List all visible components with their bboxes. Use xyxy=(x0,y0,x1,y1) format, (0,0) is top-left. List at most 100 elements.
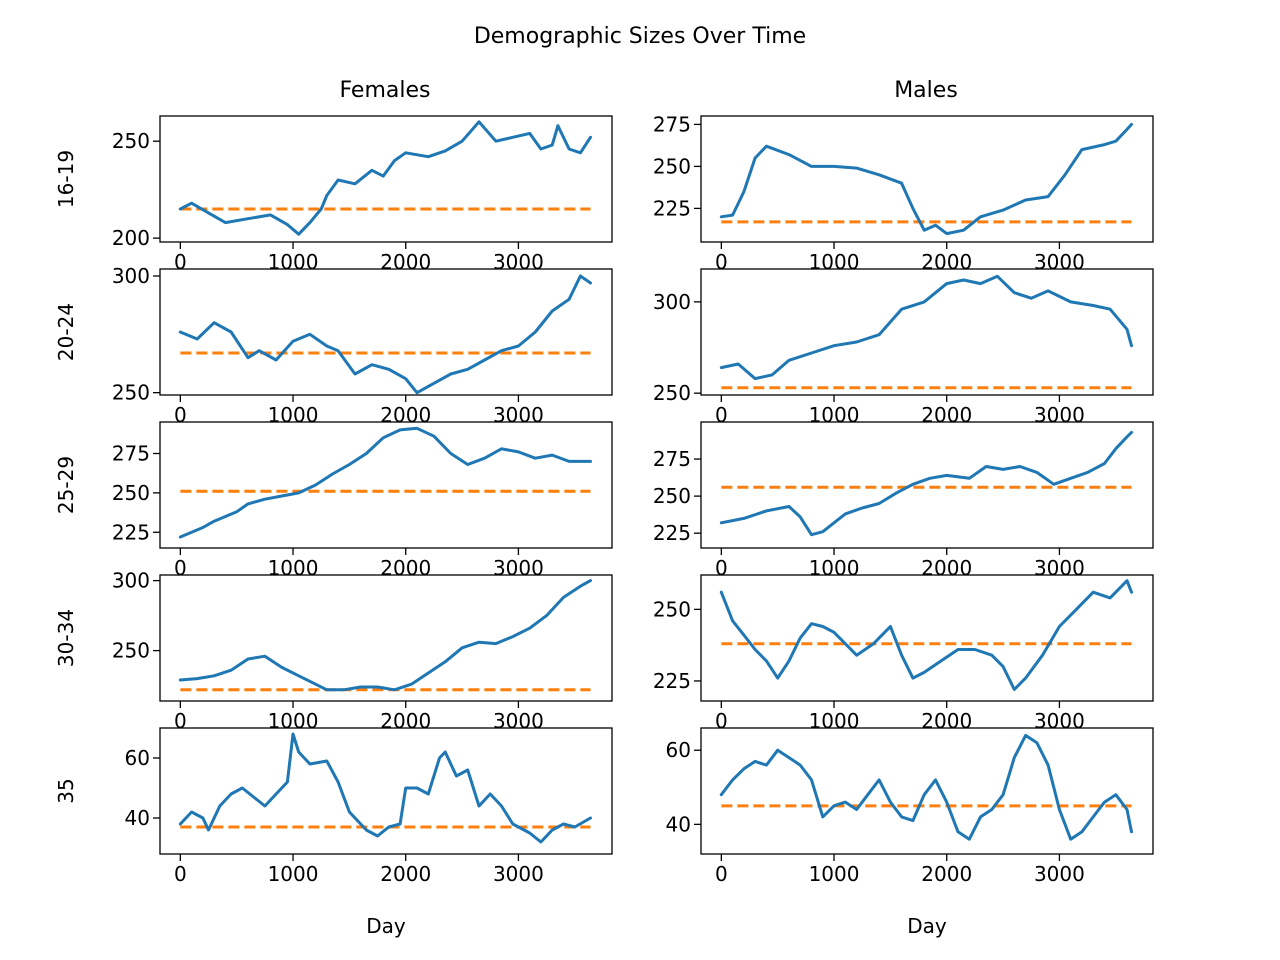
x-tick-label-females-30-34-2000: 2000 xyxy=(380,709,431,733)
y-tick-label-males-20-24-250: 250 xyxy=(653,381,691,405)
series-line-females-30-34 xyxy=(178,579,592,692)
y-tick-label-males-30-34-225: 225 xyxy=(653,669,691,693)
axes-frame-males-30-34 xyxy=(700,574,1154,702)
axes-frame-males-20-24 xyxy=(700,268,1154,396)
series-line-males-30-34 xyxy=(719,579,1133,691)
axes-frame-males-25-29 xyxy=(700,421,1154,549)
x-tick-label-females-30-34-1000: 1000 xyxy=(268,709,319,733)
row-label-25-29: 25-29 xyxy=(54,456,78,514)
x-tick-label-males-20-24-1000: 1000 xyxy=(809,403,860,427)
x-tick-label-females-30-34-3000: 3000 xyxy=(493,709,544,733)
x-tick-label-males-30-34-1000: 1000 xyxy=(809,709,860,733)
x-tick-label-males-20-24-3000: 3000 xyxy=(1034,403,1085,427)
x-tick-label-males-20-24-0: 0 xyxy=(715,403,728,427)
y-tick-label-females-20-24-250: 250 xyxy=(112,381,150,405)
x-tick-label-males-25-29-0: 0 xyxy=(715,556,728,580)
x-tick-label-males-30-34-0: 0 xyxy=(715,709,728,733)
series-line-females-16-19 xyxy=(178,120,592,236)
x-tick-label-females-20-24-1000: 1000 xyxy=(268,403,319,427)
y-tick-label-males-16-19-250: 250 xyxy=(653,154,691,178)
x-tick-label-males-16-19-0: 0 xyxy=(715,250,728,274)
panel-females-20-24: 0 1000 2000 3000 250 300 20-24 xyxy=(54,264,613,427)
y-tick-label-females-35-40: 40 xyxy=(125,806,150,830)
x-tick-label-females-25-29-2000: 2000 xyxy=(380,556,431,580)
x-tick-label-males-30-34-3000: 3000 xyxy=(1034,709,1085,733)
x-tick-label-males-25-29-3000: 3000 xyxy=(1034,556,1085,580)
x-tick-label-females-16-19-0: 0 xyxy=(174,250,187,274)
x-tick-label-females-16-19-3000: 3000 xyxy=(493,250,544,274)
series-line-females-25-29 xyxy=(178,426,592,539)
y-tick-label-females-35-60: 60 xyxy=(125,746,150,770)
y-tick-label-males-35-40: 40 xyxy=(666,812,691,836)
axes-frame-males-16-19 xyxy=(700,115,1154,243)
row-label-35: 35 xyxy=(54,778,78,803)
series-line-females-35 xyxy=(178,732,592,844)
x-tick-label-females-25-29-3000: 3000 xyxy=(493,556,544,580)
y-tick-label-males-25-29-250: 250 xyxy=(653,484,691,508)
x-tick-label-males-30-34-2000: 2000 xyxy=(921,709,972,733)
figure-title: Demographic Sizes Over Time xyxy=(474,24,806,49)
panel-males-35: 0 1000 2000 3000 40 60 Day xyxy=(666,727,1154,938)
x-tick-label-females-16-19-1000: 1000 xyxy=(268,250,319,274)
x-tick-label-females-35-3000: 3000 xyxy=(493,862,544,886)
axes-frame-females-30-34 xyxy=(159,574,613,702)
y-tick-label-males-16-19-225: 225 xyxy=(653,196,691,220)
x-tick-label-males-25-29-1000: 1000 xyxy=(809,556,860,580)
x-tick-label-males-25-29-2000: 2000 xyxy=(921,556,972,580)
panel-males-30-34: 0 1000 2000 3000 225 250 xyxy=(653,574,1154,733)
axes-frame-females-16-19 xyxy=(159,115,613,243)
series-line-females-20-24 xyxy=(178,274,592,395)
axes-frame-females-20-24 xyxy=(159,268,613,396)
axes-frame-females-25-29 xyxy=(159,421,613,549)
x-tick-label-males-16-19-1000: 1000 xyxy=(809,250,860,274)
series-line-males-16-19 xyxy=(719,122,1133,236)
x-tick-label-males-35-1000: 1000 xyxy=(809,862,860,886)
x-tick-label-females-30-34-0: 0 xyxy=(174,709,187,733)
panel-males-25-29: 0 1000 2000 3000 225 250 275 xyxy=(653,421,1154,580)
y-tick-label-females-25-29-275: 275 xyxy=(112,442,150,466)
x-tick-label-males-16-19-2000: 2000 xyxy=(921,250,972,274)
y-tick-label-females-16-19-200: 200 xyxy=(112,226,150,250)
panel-females-30-34: 0 1000 2000 3000 250 300 30-34 xyxy=(54,569,613,733)
x-tick-label-females-35-0: 0 xyxy=(174,862,187,886)
panel-females-35: 0 1000 2000 3000 40 60 35 Day xyxy=(54,727,613,938)
x-tick-label-females-20-24-2000: 2000 xyxy=(380,403,431,427)
x-tick-label-females-20-24-0: 0 xyxy=(174,403,187,427)
y-tick-label-males-16-19-275: 275 xyxy=(653,112,691,136)
panel-females-25-29: 0 1000 2000 3000 225 250 275 25-29 xyxy=(54,421,613,580)
y-tick-label-males-35-60: 60 xyxy=(666,738,691,762)
x-tick-label-males-35-0: 0 xyxy=(715,862,728,886)
x-axis-label-males: Day xyxy=(907,914,947,938)
x-tick-label-males-35-3000: 3000 xyxy=(1034,862,1085,886)
y-tick-label-females-30-34-250: 250 xyxy=(112,639,150,663)
series-line-males-35 xyxy=(719,733,1133,841)
y-tick-label-females-30-34-300: 300 xyxy=(112,569,150,593)
x-tick-label-males-20-24-2000: 2000 xyxy=(921,403,972,427)
x-tick-label-females-16-19-2000: 2000 xyxy=(380,250,431,274)
x-tick-label-females-25-29-1000: 1000 xyxy=(268,556,319,580)
panel-males-16-19: 0 1000 2000 3000 225 250 275 xyxy=(653,112,1154,274)
x-tick-label-males-16-19-3000: 3000 xyxy=(1034,250,1085,274)
y-tick-label-males-25-29-225: 225 xyxy=(653,521,691,545)
y-tick-label-males-30-34-250: 250 xyxy=(653,597,691,621)
y-tick-label-females-20-24-300: 300 xyxy=(112,264,150,288)
y-tick-label-females-25-29-225: 225 xyxy=(112,520,150,544)
row-label-16-19: 16-19 xyxy=(54,150,78,208)
series-line-males-25-29 xyxy=(719,430,1133,537)
panel-males-20-24: 0 1000 2000 3000 250 300 xyxy=(653,268,1154,427)
y-tick-label-females-16-19-250: 250 xyxy=(112,129,150,153)
y-tick-label-males-25-29-275: 275 xyxy=(653,447,691,471)
y-tick-label-females-25-29-250: 250 xyxy=(112,481,150,505)
axes-frame-males-35 xyxy=(700,727,1154,855)
x-tick-label-females-35-1000: 1000 xyxy=(268,862,319,886)
y-tick-label-males-20-24-300: 300 xyxy=(653,290,691,314)
row-label-30-34: 30-34 xyxy=(54,609,78,667)
column-title-females: Females xyxy=(339,78,430,103)
column-title-males: Males xyxy=(894,78,958,103)
series-line-males-20-24 xyxy=(719,274,1133,381)
x-tick-label-females-20-24-3000: 3000 xyxy=(493,403,544,427)
x-tick-label-females-25-29-0: 0 xyxy=(174,556,187,580)
row-label-20-24: 20-24 xyxy=(54,303,78,361)
